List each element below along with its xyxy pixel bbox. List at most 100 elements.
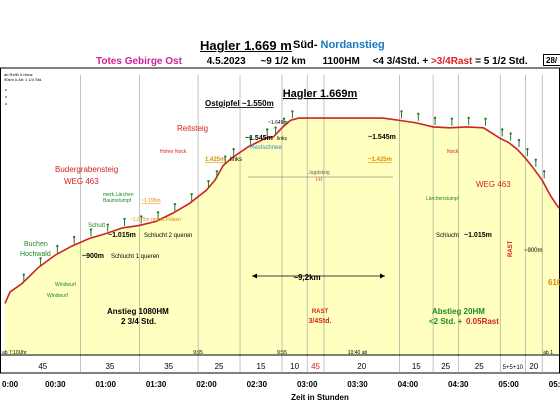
x-tick-label: 05:30: [549, 380, 560, 389]
segment-duration-label: 25: [441, 362, 450, 371]
altitude-label: ~1.195m: [141, 198, 161, 204]
altitude-label: ~1.015m: [464, 232, 492, 239]
distance-arrow-head: [380, 273, 385, 279]
page-badge: 28/: [543, 54, 560, 66]
elevation-label: 1100HM: [322, 56, 360, 67]
x-tick-label: 04:30: [448, 380, 469, 389]
x-tick-label: 01:00: [95, 380, 116, 389]
tree-icon: [140, 215, 143, 218]
tree-icon: [450, 117, 454, 120]
budergraben-label: WEG 463: [64, 177, 99, 186]
reitsteig-label: Reitsteig: [177, 124, 208, 133]
tree-icon: [291, 110, 294, 113]
altitude-label: ~900m: [524, 248, 543, 254]
segment-duration-label: 45: [38, 362, 47, 371]
altitude-label: ~1.545m: [245, 135, 273, 142]
tree-icon: [56, 244, 59, 248]
altitude-label: ~900m: [82, 253, 104, 260]
weg463-label: WEG 463: [476, 180, 511, 189]
edge-marker: [5, 89, 7, 91]
altitude-label: links: [230, 157, 242, 163]
time-mark: ab 1: [543, 350, 553, 356]
jagdsteig-label: I-II: [316, 177, 322, 183]
distance-label: ~9 1/2 km: [260, 56, 306, 67]
segment-duration-label: 35: [164, 362, 173, 371]
header-info-line: Totes Gebirge Ost 4.5.2023 ~9 1/2 km 110…: [96, 56, 528, 67]
laerchen-label: Baumstumpf: [103, 198, 132, 204]
time-mark: ab 7:10Uhr: [2, 350, 27, 356]
x-tick-label: 03:00: [297, 380, 318, 389]
tree-icon: [501, 128, 504, 131]
schlucht-label: Schlucht 2 queren: [144, 233, 192, 239]
chart-subtitle: Süd- Nordanstieg: [293, 39, 385, 51]
rast-label: 3/4Std.: [309, 318, 332, 325]
segment-duration-label: 45: [311, 362, 320, 371]
profile-line: [4, 117, 560, 304]
segment-duration-label: 25: [215, 362, 224, 371]
laerchenstumpf-label: Lärchenstumpf: [426, 196, 460, 202]
tree-icon: [224, 155, 227, 158]
tree-icon: [266, 128, 269, 131]
x-tick-label: 02:00: [196, 380, 217, 389]
altitude-label: 1.425m: [205, 157, 225, 163]
tree-icon: [433, 116, 437, 120]
x-tick-label: 05:00: [498, 380, 519, 389]
buchen-label: Buchen: [24, 241, 48, 248]
tree-icon: [173, 202, 177, 206]
rast-vertical-label: RAST: [508, 240, 514, 257]
tree-icon: [249, 136, 252, 139]
tree-icon: [156, 211, 160, 214]
tree-icon: [190, 193, 193, 196]
tree-icon: [543, 170, 546, 173]
tree-icon: [72, 235, 76, 239]
budergraben-label: Budergrabensteig: [55, 165, 118, 174]
schlucht-label: Schlucht: [436, 233, 459, 239]
tree-icon: [509, 132, 512, 135]
chart-title: Hagler 1.669 m: [200, 38, 292, 53]
tree-icon: [215, 170, 219, 173]
tree-icon: [467, 116, 470, 120]
altitude-label: ~1.545m: [368, 134, 396, 141]
schutt-label: Schutt: [88, 223, 105, 229]
tree-icon: [106, 223, 109, 226]
segment-duration-label: 20: [529, 362, 538, 371]
tree-icon: [517, 138, 521, 142]
anstieg-label: 2 3/4 Std.: [121, 317, 156, 326]
time-label: <4 3/4Std. +: [372, 56, 429, 67]
segment-duration-label: 15: [257, 362, 266, 371]
tree-icon: [22, 273, 25, 276]
region-label: Totes Gebirge Ost: [96, 56, 182, 67]
x-axis-label: Zeit in Stunden: [291, 393, 349, 402]
edge-marker: [5, 103, 7, 105]
laerchen-label: merk.Lärchen: [103, 192, 134, 198]
x-tick-label: 04:00: [398, 380, 419, 389]
abstieg-label: Abstieg 20HM: [432, 307, 485, 316]
altitude-label: ~1.425m: [368, 157, 392, 163]
jagdsteig-label: Jagdsteig: [308, 170, 330, 176]
x-tick-label: 01:30: [146, 380, 167, 389]
segment-duration-label: 35: [105, 362, 114, 371]
windwurf-label: Windwurf: [55, 282, 76, 288]
tree-icon: [39, 257, 42, 260]
tree-icon: [274, 126, 277, 129]
altitude-label: ~1.649m: [268, 120, 288, 126]
abstieg-label: 0.05Rast: [466, 317, 499, 326]
nock-label: Nock: [447, 149, 459, 155]
altitude-label: 610: [548, 278, 560, 287]
segment-duration-label: 25: [475, 362, 484, 371]
buchen-label: Hochwald: [20, 251, 51, 258]
hoher-nock-label: Hoher Nock: [160, 149, 187, 155]
peak-label: Hagler 1.669m: [283, 88, 358, 100]
distance-label: ~9,2km: [293, 273, 320, 282]
ostgipfel-label: Ostgipfel ~1.550m: [205, 99, 274, 108]
total-time-label: = 5 1/2 Std.: [475, 56, 528, 67]
edge-marker: [5, 96, 7, 98]
windwurf-label: Windwurf: [47, 293, 68, 299]
segment-duration-label: 10: [290, 362, 299, 371]
tree-icon: [207, 179, 210, 183]
tree-icon: [417, 112, 420, 116]
corner-note: 90km ü.Alt: 1 1/4 Std.: [4, 77, 42, 82]
rast-label: RAST: [312, 309, 329, 315]
subtitle-direction-blue: Nordanstieg: [320, 39, 385, 51]
restschnee-label: Restschnee: [250, 145, 282, 151]
